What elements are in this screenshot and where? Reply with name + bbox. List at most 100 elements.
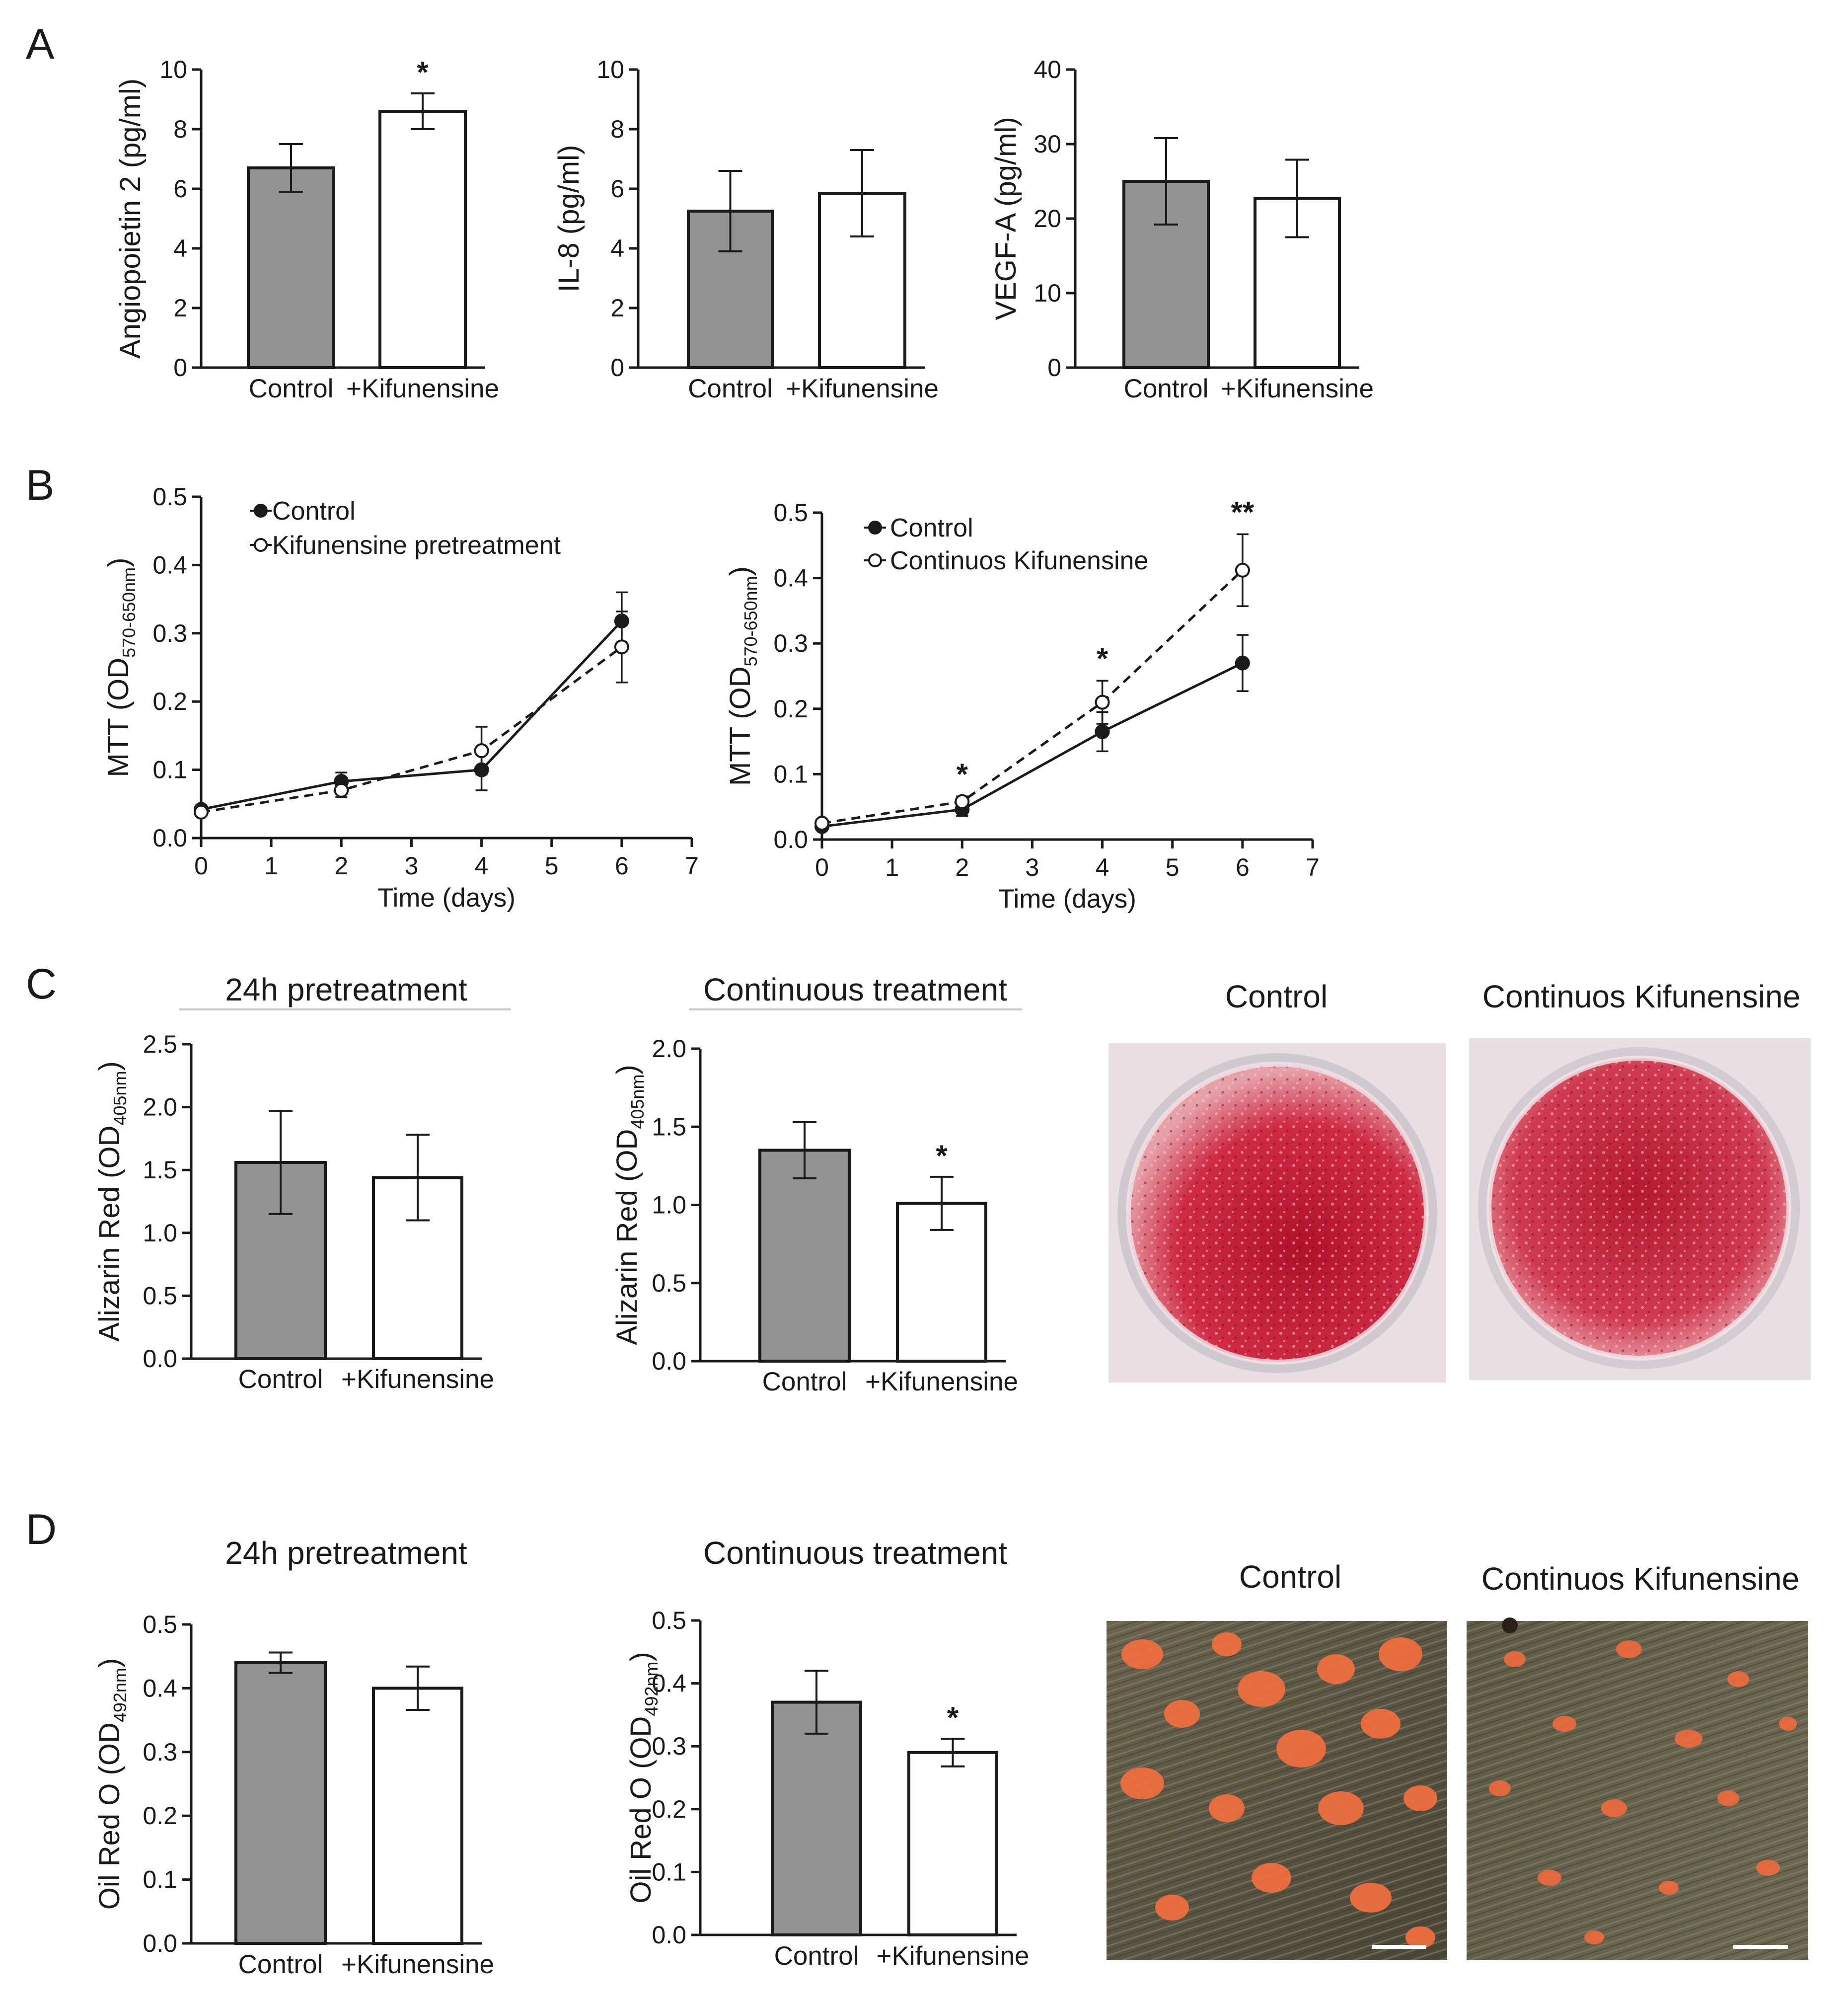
y-tick-label: 0.3	[773, 629, 808, 657]
y-tick-label: 1.0	[143, 1219, 177, 1247]
significance-marker: *	[936, 1139, 948, 1172]
significance-marker: *	[1097, 642, 1109, 675]
x-tick-label: 0	[815, 853, 829, 881]
point-open	[1095, 694, 1110, 710]
y-tick-label: 0.0	[773, 826, 808, 853]
scale-bar	[1372, 1945, 1426, 1949]
x-tick-label: 2	[955, 853, 969, 881]
category-label: +Kifunensine	[341, 1365, 494, 1394]
series-line-solid	[201, 620, 623, 811]
y-tick-label: 0.1	[143, 1866, 177, 1894]
x-tick-label: 1	[885, 853, 899, 881]
chart-mtt-continuous: 0.0 0.1 0.2 0.3 0.4 0.5 MTT (OD570-650nm) 0 1 2 3 4…	[724, 495, 1320, 914]
panel-letter-b: B	[26, 462, 54, 509]
panel-d-title-continuous: Continuous treatment	[703, 1535, 1007, 1571]
legend-label: Control	[890, 514, 973, 542]
y-axis-label-end: )	[724, 566, 756, 576]
y-axis-label-end: )	[611, 1065, 643, 1074]
x-tick-label: 5	[1166, 853, 1180, 881]
y-tick-label: 8	[173, 115, 187, 143]
alizarin-photo-kifunensine	[1469, 1038, 1811, 1380]
series-line-solid	[821, 662, 1243, 828]
y-tick-label: 0.3	[652, 1732, 686, 1760]
y-axis-label: MTT (OD570-650nm)	[102, 557, 139, 777]
y-tick-label: 0.4	[143, 1674, 177, 1702]
category-label: +Kifunensine	[346, 374, 499, 403]
chart-mtt-pretreatment: 0.0 0.1 0.2 0.3 0.4 0.5 MTT (OD570-650nm) 0 1 2 3 4…	[102, 483, 699, 913]
y-tick-label: 0	[1047, 354, 1061, 382]
category-label: Control	[1124, 374, 1209, 403]
legend-label: Kifunensine pretreatment	[272, 531, 561, 560]
y-tick-label: 1.0	[652, 1191, 686, 1219]
bar-control	[771, 1700, 862, 1937]
y-tick-label: 0.3	[143, 1738, 177, 1766]
y-axis-label-end: )	[93, 1658, 126, 1668]
y-tick-label: 0.5	[143, 1611, 177, 1638]
category-label: +Kifunensine	[786, 374, 939, 403]
y-axis-label-main: Angiopoietin 2 (pg/ml)	[114, 78, 147, 359]
bar-kifunensine	[907, 1751, 998, 1937]
y-axis-label-subscript: 570-650nm	[119, 567, 139, 658]
y-axis-label-main: Oil Red O (OD	[93, 1722, 126, 1910]
bar-kifunensine	[372, 1687, 463, 1945]
y-tick-label: 0.5	[152, 483, 187, 511]
y-tick-label: 0.4	[152, 551, 187, 579]
y-tick-label: 0.0	[652, 1921, 686, 1949]
category-label: +Kifunensine	[865, 1367, 1018, 1396]
category-label: +Kifunensine	[877, 1941, 1030, 1971]
y-tick-label: 0.5	[773, 499, 808, 527]
legend-marker	[868, 521, 882, 535]
y-tick-label: 10	[159, 56, 187, 83]
y-tick-label: 0.1	[773, 760, 808, 788]
y-axis-label: Oil Red O (OD492nm)	[625, 1652, 662, 1903]
y-tick-label: 1.5	[652, 1113, 686, 1141]
y-axis-label-main: MTT (OD	[724, 666, 756, 786]
x-tick-label: 7	[685, 852, 699, 880]
significance-marker: *	[947, 1701, 959, 1734]
point-filled	[1095, 724, 1110, 739]
panel-c-photo-label-control: Control	[1225, 979, 1328, 1014]
x-tick-label: 2	[334, 852, 348, 880]
legend-marker	[254, 538, 268, 552]
y-axis-label-subscript: 570-650nm	[740, 576, 761, 666]
x-tick-label: 6	[615, 852, 629, 880]
bar-control	[247, 166, 335, 369]
significance-marker: *	[957, 758, 968, 791]
y-tick-label: 0	[610, 354, 624, 382]
point-open	[194, 804, 209, 820]
category-label: Control	[688, 374, 773, 403]
legend-label: Continuos Kifunensine	[890, 546, 1148, 575]
point-open	[955, 794, 970, 809]
y-tick-label: 30	[1034, 130, 1061, 158]
y-axis-label-subscript: 492nm	[641, 1662, 662, 1716]
series-line-dashed	[201, 646, 623, 814]
category-label: Control	[249, 374, 334, 403]
y-axis-label: Oil Red O (OD492nm)	[93, 1658, 130, 1910]
y-axis-label: MTT (OD570-650nm)	[724, 566, 761, 786]
y-tick-label: 10	[596, 56, 624, 83]
x-tick-label: 3	[1026, 853, 1039, 881]
scale-bar	[1733, 1945, 1788, 1949]
y-tick-label: 0.3	[152, 619, 187, 647]
y-tick-label: 1.5	[143, 1156, 177, 1184]
y-tick-label: 0.5	[143, 1282, 177, 1309]
x-tick-label: 5	[545, 852, 559, 880]
x-tick-label: 3	[405, 852, 419, 880]
y-axis-label-main: MTT (OD	[102, 658, 135, 777]
y-tick-label: 0.0	[652, 1347, 686, 1375]
category-label: Control	[238, 1950, 323, 1979]
bar-kifunensine	[378, 110, 467, 369]
legend-marker	[254, 504, 268, 518]
y-tick-label: 6	[173, 175, 187, 203]
y-tick-label: 40	[1034, 56, 1061, 83]
point-filled	[1235, 655, 1250, 671]
category-label: +Kifunensine	[1221, 374, 1374, 403]
y-tick-label: 0.0	[152, 824, 187, 852]
chart-il-8: 0 2 4 6 8 10 IL-8 (pg/ml) Control +Kifunensine	[553, 56, 939, 403]
y-tick-label: 2	[610, 294, 624, 322]
significance-marker: *	[417, 56, 429, 89]
y-axis-label-end: )	[93, 1061, 126, 1071]
y-tick-label: 0	[173, 354, 187, 382]
